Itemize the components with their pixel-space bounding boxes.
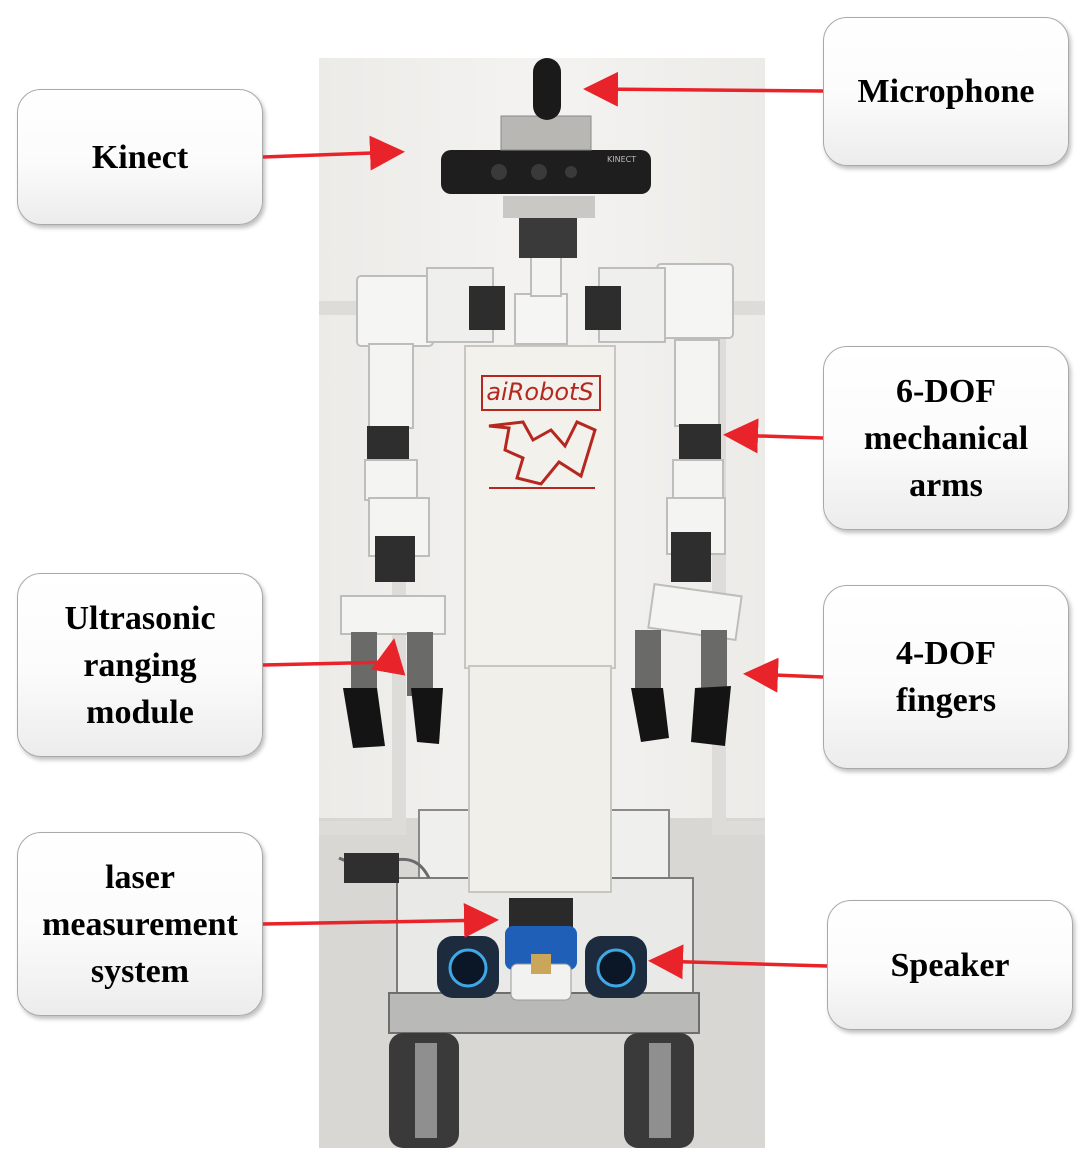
mechanical-arms-label: 6-DOF mechanical arms — [823, 346, 1069, 530]
left-arm — [340, 343, 446, 748]
lidar-sensor — [505, 898, 577, 1001]
robot-photo: aiRobotS — [319, 58, 765, 1148]
laser-measurement-label: laser measurement system — [17, 832, 263, 1016]
robot-head: KINECT — [441, 58, 651, 297]
shirt-logo-text: aiRobotS — [486, 378, 593, 406]
speaker-label: Speaker — [827, 900, 1073, 1030]
kinect-label: Kinect — [17, 89, 263, 225]
robot-torso: aiRobotS — [464, 345, 616, 893]
right-arm — [631, 339, 743, 746]
fingers-label: 4-DOF fingers — [823, 585, 1069, 769]
ultrasonic-ranging-label: Ultrasonic ranging module — [17, 573, 263, 757]
microphone-label: Microphone — [823, 17, 1069, 166]
robot-shoulders — [356, 263, 734, 347]
speakers — [437, 936, 647, 998]
kinect-brand-text: KINECT — [607, 155, 636, 164]
